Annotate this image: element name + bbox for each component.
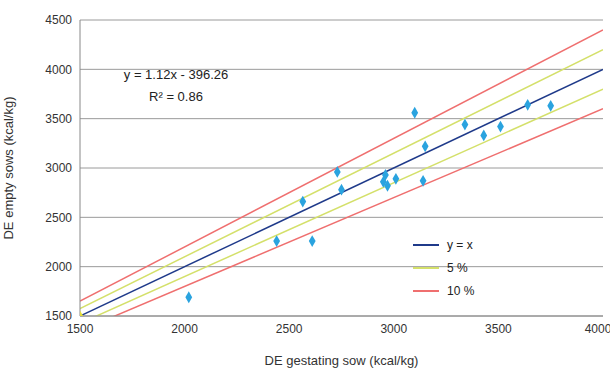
svg-text:1500: 1500	[67, 322, 94, 336]
html-text:y = x: y = x	[447, 237, 473, 252]
svg-text:4500: 4500	[45, 13, 72, 27]
svg-text:2000: 2000	[45, 260, 72, 274]
svg-text:3500: 3500	[45, 112, 72, 126]
svg-text:DE gestating sow (kcal/kg): DE gestating sow (kcal/kg)	[265, 353, 419, 368]
svg-text:3500: 3500	[485, 322, 512, 336]
html-text:y = 1.12x - 396.26: y = 1.12x - 396.26	[123, 67, 229, 82]
svg-text:3000: 3000	[380, 322, 407, 336]
html-text:10 %: 10 %	[447, 283, 475, 298]
svg-text:2000: 2000	[171, 322, 198, 336]
svg-text:4000: 4000	[45, 63, 72, 77]
svg-text:1500: 1500	[45, 309, 72, 323]
svg-text:2500: 2500	[45, 211, 72, 225]
svg-text:3000: 3000	[45, 161, 72, 175]
svg-text:DE empty sows (kcal/kg): DE empty sows (kcal/kg)	[8, 96, 16, 239]
html-text:5 %: 5 %	[447, 260, 468, 275]
svg-text:2500: 2500	[276, 322, 303, 336]
svg-text:4000: 4000	[585, 322, 602, 336]
html-text:R² = 0.86: R² = 0.86	[149, 89, 203, 104]
